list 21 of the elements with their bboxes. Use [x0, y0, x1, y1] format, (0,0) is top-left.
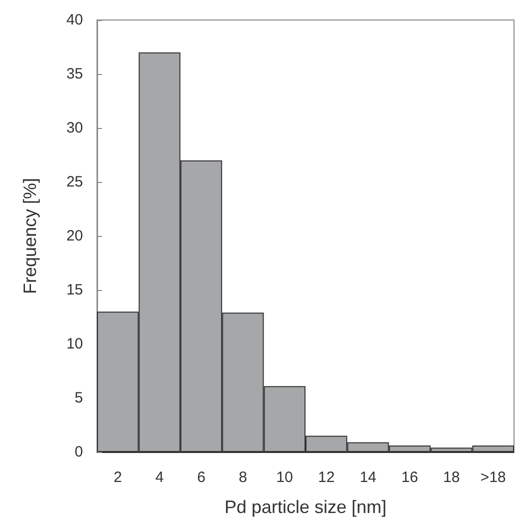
y-tick-label: 35 — [66, 66, 83, 82]
x-tick-label: 8 — [238, 469, 248, 486]
y-tick-label: 10 — [66, 336, 83, 352]
x-tick-label: 16 — [401, 469, 418, 486]
y-tick-label: 0 — [74, 444, 83, 460]
x-tick-label: 6 — [197, 469, 206, 486]
x-tick-label: 12 — [318, 469, 335, 486]
y-tick-label: 15 — [66, 282, 83, 298]
y-tick-label: 5 — [74, 390, 83, 406]
y-tick-label: 20 — [66, 228, 83, 244]
x-tick-label: 18 — [443, 469, 460, 486]
x-tick-label: 4 — [155, 469, 164, 486]
y-axis-title: Frequency [%] — [20, 178, 40, 294]
x-tick-label: >18 — [480, 469, 506, 486]
x-axis-title: Pd particle size [nm] — [224, 497, 387, 517]
x-tick-label: 2 — [114, 469, 122, 486]
y-tick-label: 40 — [66, 12, 83, 28]
x-tick-label: 10 — [276, 469, 293, 486]
x-tick-label: 14 — [360, 469, 376, 486]
y-tick-label: 25 — [66, 174, 83, 190]
y-tick-label: 30 — [66, 120, 83, 136]
